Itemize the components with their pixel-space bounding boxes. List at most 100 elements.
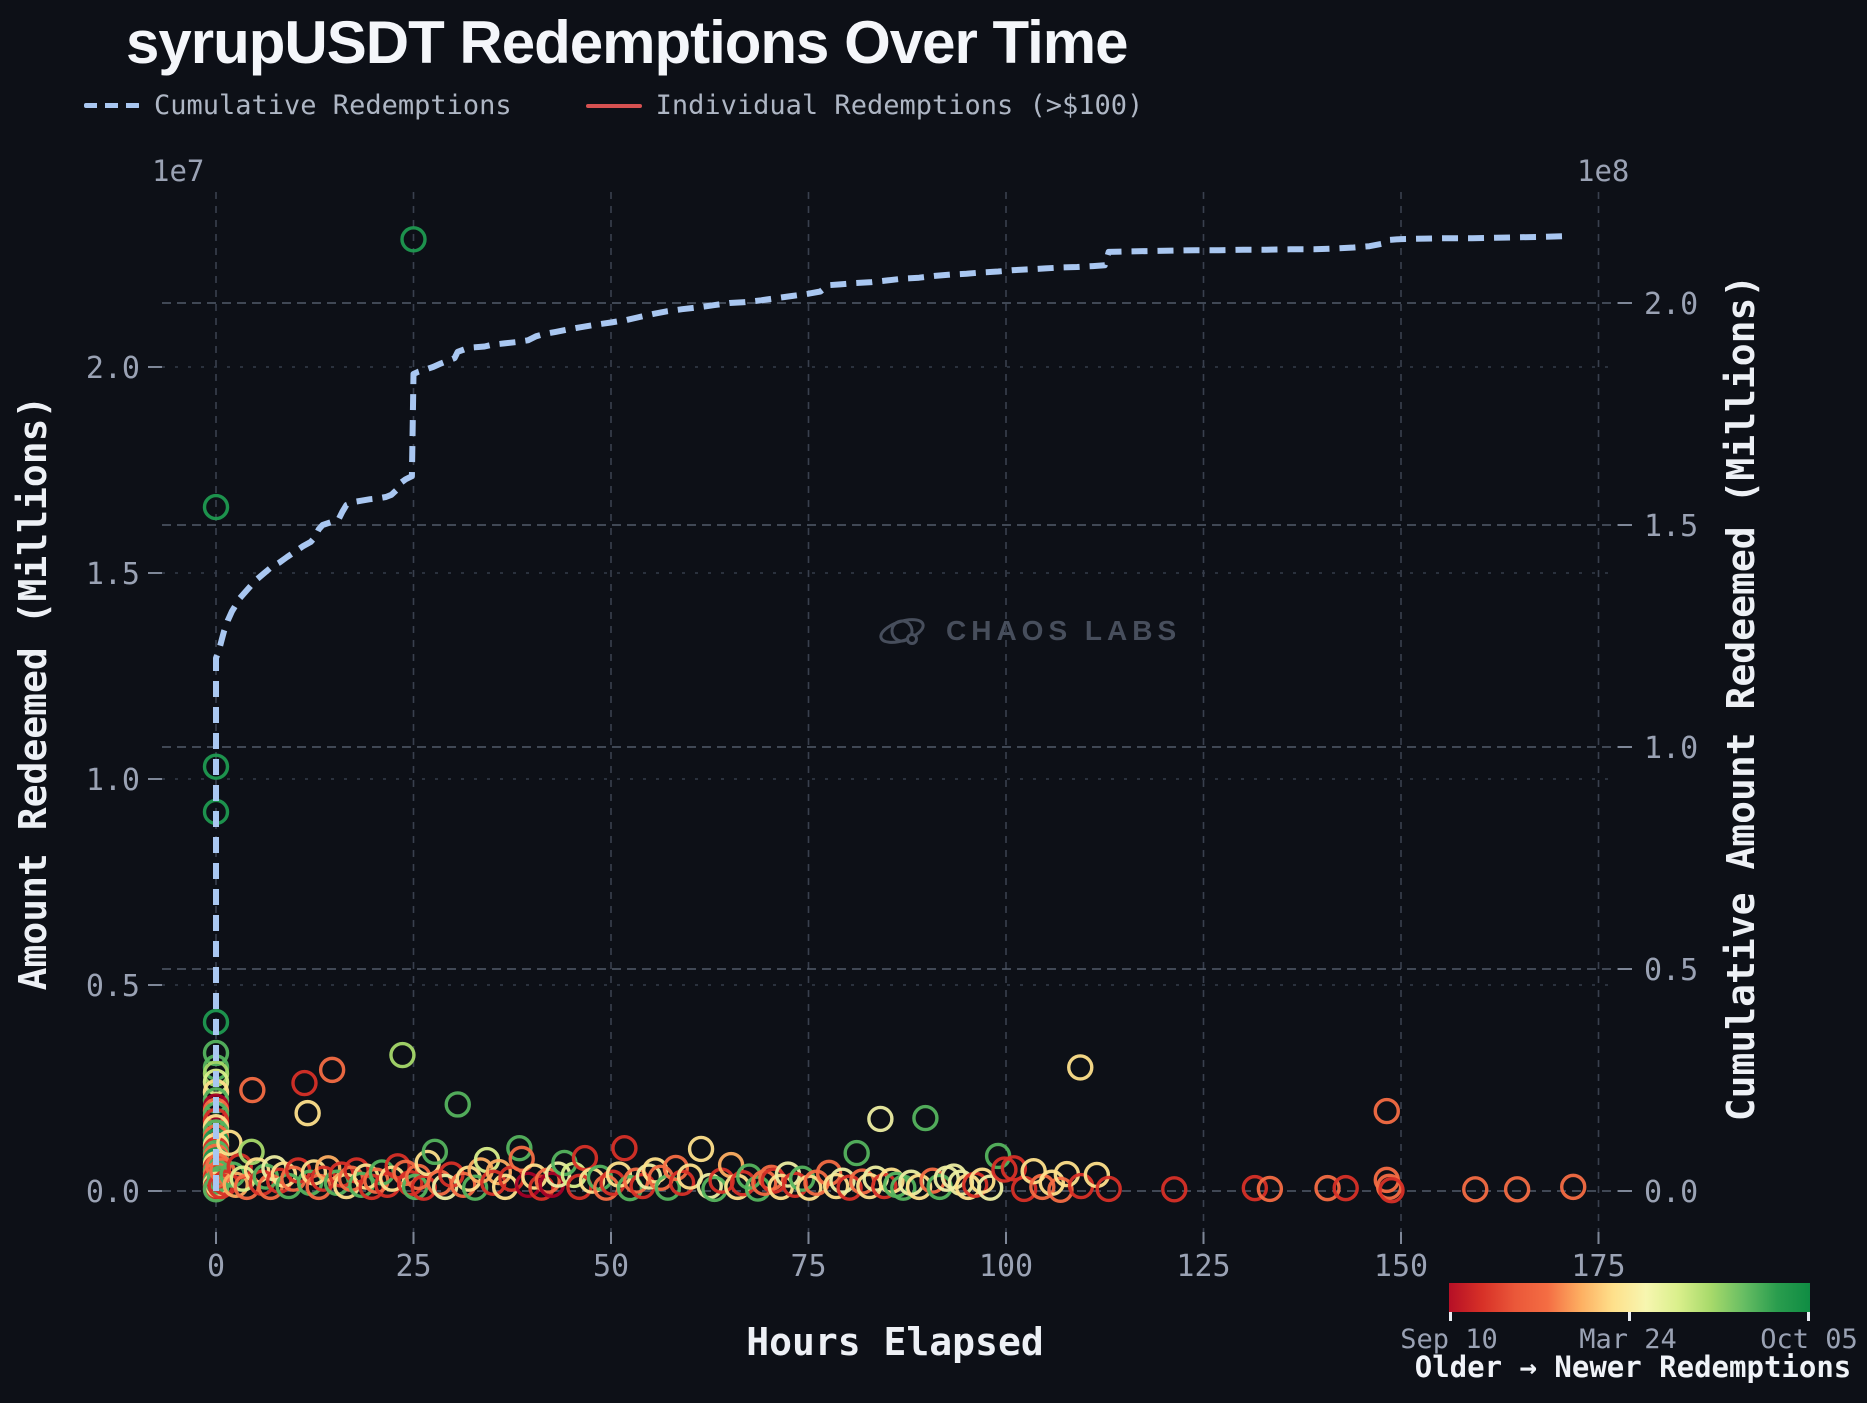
scatter-point [611, 1134, 638, 1162]
scatter-point [421, 1138, 449, 1166]
scatter-point [815, 1159, 843, 1187]
scatter-point [662, 1154, 689, 1182]
colorbar-gradient [1449, 1283, 1810, 1321]
scatter-point [389, 1041, 416, 1069]
right-tick-label: 0.0 [1644, 1175, 1698, 1210]
cumulative-line-sample [84, 103, 140, 108]
scatter-point [450, 1171, 477, 1199]
scatter-point [687, 1135, 715, 1163]
right-tick-label: 1.0 [1644, 731, 1698, 766]
x-tick-label: 100 [979, 1249, 1033, 1284]
x-tick-label: 0 [207, 1249, 225, 1284]
scatter-point [216, 1129, 243, 1156]
left-tick-label: 1.0 [86, 763, 140, 798]
left-tick-label: 0.0 [86, 1175, 140, 1210]
scatter-point [397, 1169, 424, 1197]
scatter-point [1000, 1155, 1028, 1182]
scatter-point [991, 1156, 1018, 1183]
left-tick-label: 2.0 [86, 351, 140, 386]
scatter-point [796, 1174, 823, 1201]
scatter-point [1378, 1176, 1405, 1204]
watermark-label: CHAOS LABS [946, 615, 1182, 646]
scatter-point [751, 1169, 778, 1196]
scatter-point [1038, 1169, 1066, 1196]
x-tick-label: 150 [1374, 1249, 1428, 1284]
x-tick-label: 125 [1176, 1249, 1230, 1284]
chart-title: syrupUSDT Redemptions Over Time [126, 9, 1128, 76]
colorbar-label-older: Sep 10 [1400, 1324, 1498, 1355]
watermark: CHAOS LABS [878, 606, 1181, 656]
scatter-point [912, 1104, 939, 1132]
scatter-point [202, 1068, 230, 1096]
scatter-point [758, 1164, 785, 1192]
scatter-point [1095, 1175, 1122, 1203]
scatter-point [1314, 1174, 1341, 1202]
scatter-point [1375, 1173, 1403, 1201]
scatter-point [1256, 1175, 1284, 1203]
scatter-point [1047, 1176, 1074, 1203]
scatter-point [829, 1167, 856, 1194]
legend-label-individual: Individual Redemptions (>$100) [655, 90, 1144, 121]
scatter-point [1241, 1174, 1269, 1202]
left-axis-offset-label: 1e7 [152, 154, 205, 188]
scatter-point [836, 1174, 863, 1201]
scatter-point [1332, 1174, 1359, 1202]
right-axis-title: Cumulative Amount Redeemed (Millions) [1719, 274, 1763, 1122]
scatter-point [431, 1173, 459, 1201]
scatter-point [384, 1153, 411, 1180]
scatter-point [202, 493, 230, 521]
legend-item-cumulative: Cumulative Redemptions [84, 90, 512, 121]
scatter-point [222, 1171, 249, 1199]
scatter-point [1373, 1097, 1400, 1125]
scatter-point [1462, 1176, 1489, 1203]
scatter-point [843, 1139, 870, 1167]
right-axis-offset-label: 1e8 [1577, 154, 1630, 188]
scatter-point [528, 1174, 555, 1201]
scatter-point [444, 1091, 471, 1118]
left-tick-label: 0.5 [86, 969, 140, 1004]
scatter-point [239, 1076, 266, 1104]
scatter-point [642, 1157, 669, 1184]
x-tick-label: 75 [790, 1249, 826, 1284]
right-tick-label: 1.5 [1644, 509, 1698, 544]
scatter-point [871, 1172, 898, 1200]
x-tick-label: 175 [1571, 1249, 1625, 1284]
legend-item-individual: Individual Redemptions (>$100) [585, 90, 1144, 121]
scatter-point [1503, 1176, 1531, 1203]
scatter-point [378, 1165, 406, 1192]
left-axis-title: Amount Redeemed (Millions) [11, 395, 55, 991]
individual-line-sample [585, 103, 642, 108]
scatter-point [291, 1069, 318, 1097]
scatter-point [1560, 1173, 1587, 1201]
scatter-point [616, 1174, 644, 1202]
right-tick-label: 2.0 [1644, 287, 1698, 322]
colorbar-label-mid: Mar 24 [1579, 1324, 1677, 1355]
scatter-point [867, 1105, 894, 1133]
colorbar-label-newer: Oct 05 [1760, 1324, 1858, 1355]
scatter-point [485, 1158, 513, 1186]
scatter-point [1067, 1054, 1094, 1081]
scatter-point [506, 1134, 533, 1162]
scatter-point [238, 1138, 265, 1166]
scatter-point [977, 1174, 1004, 1201]
x-tick-label: 25 [395, 1249, 431, 1284]
scatter-point [202, 753, 230, 780]
right-tick-label: 0.5 [1644, 953, 1698, 988]
scatter-point [668, 1169, 696, 1196]
colorbar-tick-mid [1628, 1312, 1631, 1321]
scatter-point [1083, 1161, 1111, 1189]
scatter-point [905, 1173, 933, 1201]
colorbar-caption: Older → Newer Redemptions [1414, 1350, 1852, 1384]
left-tick-label: 1.5 [86, 557, 140, 592]
scatter-point [984, 1142, 1012, 1170]
scatter-point [461, 1174, 489, 1201]
atom-orbit-icon [879, 618, 925, 645]
scatter-point [400, 226, 427, 253]
scatter-point [202, 1039, 230, 1067]
colorbar-tick-start [1449, 1312, 1452, 1321]
cumulative-line [213, 233, 1572, 1191]
scatter-point [314, 1155, 342, 1182]
scatter-point [294, 1099, 321, 1127]
scatter-point [318, 1056, 346, 1084]
